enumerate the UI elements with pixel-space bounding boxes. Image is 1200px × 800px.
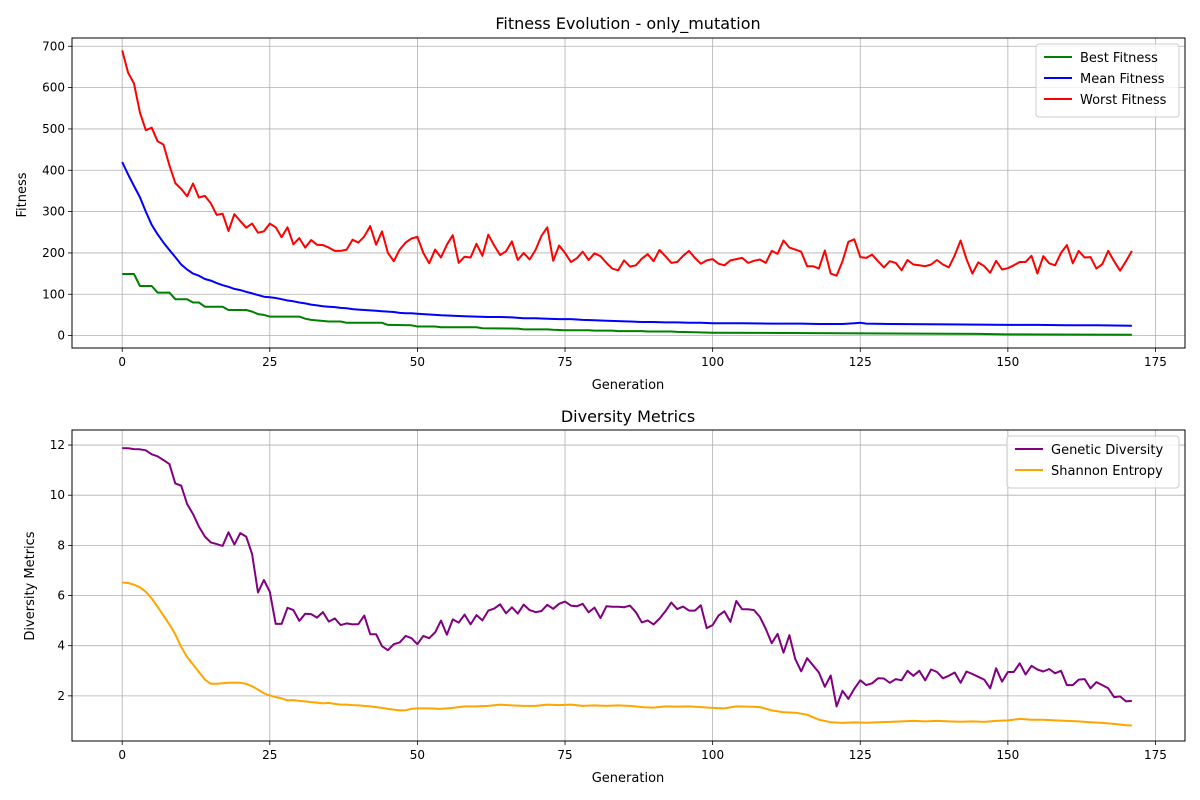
fitness-ticks: 0 25 50 75 100 125 150 175 0 100 200 300 400 500 600 70… (42, 39, 1167, 369)
diversity-y-tick-label: 2 (57, 689, 65, 703)
diversity-x-tick-label: 50 (410, 748, 425, 762)
best-fitness-legend-label: Best Fitness (1080, 51, 1158, 66)
diversity-legend-box (1006, 435, 1180, 489)
fitness-y-tick-label: 200 (42, 246, 65, 260)
fitness-y-tick-label: 400 (42, 163, 65, 177)
diversity-plot-frame (71, 429, 1186, 742)
fitness-x-tick-label: 75 (557, 355, 572, 369)
diversity-x-tick-label: 175 (1144, 748, 1167, 762)
fitness-chart-title: Fitness Evolution - only_mutation (495, 14, 760, 34)
diversity-panel: Diversity Metrics Generation Diversity M… (23, 407, 1186, 786)
fitness-y-tick-label: 0 (57, 329, 65, 343)
diversity-y-tick-label: 8 (57, 538, 65, 552)
diversity-x-tick-label: 75 (557, 748, 572, 762)
fitness-x-tick-label: 150 (996, 355, 1019, 369)
diversity-y-tick-label: 12 (50, 438, 65, 452)
diversity-y-tick-label: 4 (57, 639, 65, 653)
diversity-x-tick-label: 100 (701, 748, 724, 762)
diversity-x-tick-label: 125 (849, 748, 872, 762)
fitness-legend: Best Fitness Mean Fitness Worst Fitness (1035, 43, 1180, 118)
worst-fitness-legend-label: Worst Fitness (1080, 93, 1167, 108)
fitness-panel: Fitness Evolution - only_mutation Genera… (15, 14, 1186, 393)
fitness-x-tick-label: 50 (410, 355, 425, 369)
diversity-y-tick-label: 10 (50, 488, 65, 502)
genetic-diversity-line (122, 447, 1132, 708)
fitness-plot-frame (71, 37, 1186, 349)
diversity-x-tick-label: 0 (118, 748, 126, 762)
diversity-chart-title: Diversity Metrics (561, 407, 695, 426)
fitness-series-lines (121, 50, 1133, 336)
genetic-diversity-legend-label: Genetic Diversity (1051, 443, 1163, 458)
diversity-series-lines (122, 447, 1132, 727)
fitness-y-tick-label: 600 (42, 81, 65, 95)
fitness-x-tick-label: 125 (849, 355, 872, 369)
fitness-x-tick-label: 100 (701, 355, 724, 369)
diversity-x-tick-label: 150 (996, 748, 1019, 762)
worst-fitness-line (121, 50, 1133, 277)
shannon-entropy-line (122, 581, 1132, 727)
fitness-x-tick-label: 0 (118, 355, 126, 369)
fitness-x-axis-label: Generation (592, 378, 665, 393)
diversity-legend: Genetic Diversity Shannon Entropy (1006, 435, 1180, 489)
diversity-x-axis-label: Generation (592, 771, 665, 786)
fitness-y-tick-label: 500 (42, 122, 65, 136)
mean-fitness-line (121, 161, 1132, 327)
diversity-y-axis-label: Diversity Metrics (23, 531, 38, 640)
shannon-entropy-legend-label: Shannon Entropy (1051, 464, 1163, 479)
fitness-y-axis-label: Fitness (15, 172, 30, 217)
fitness-y-tick-label: 300 (42, 205, 65, 219)
best-fitness-line (122, 273, 1132, 336)
diversity-x-tick-label: 25 (262, 748, 277, 762)
fitness-y-tick-label: 100 (42, 287, 65, 301)
fitness-y-tick-label: 700 (42, 39, 65, 53)
fitness-x-tick-label: 175 (1144, 355, 1167, 369)
fitness-gridlines (72, 38, 1185, 348)
mean-fitness-legend-label: Mean Fitness (1080, 72, 1165, 87)
diversity-y-tick-label: 6 (57, 589, 65, 603)
fitness-x-tick-label: 25 (262, 355, 277, 369)
diversity-ticks: 0 25 50 75 100 125 150 175 2 4 6 8 10 12 (50, 438, 1167, 762)
